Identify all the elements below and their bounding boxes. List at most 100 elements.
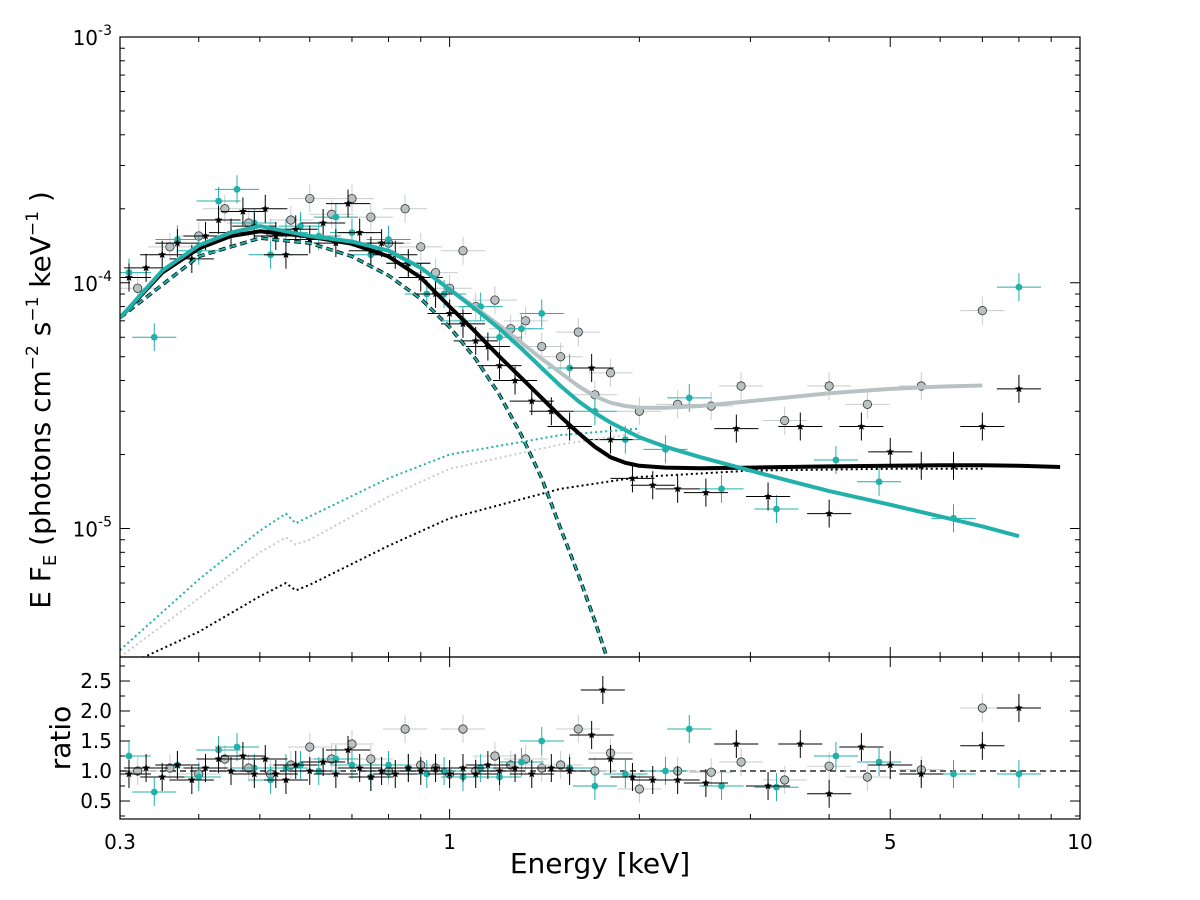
- ratio-point-black-23: [398, 757, 443, 785]
- ratio-panel-frame: [119, 656, 1081, 820]
- ratio-point-teal-12-dot: [348, 761, 356, 769]
- ratio-point-black-21: [373, 760, 418, 788]
- ratio-point-teal-5-dot: [233, 743, 241, 751]
- ratio-point-teal-14-dot: [385, 761, 392, 769]
- x-axis-label: Energy [keV]: [510, 847, 690, 880]
- component-dashed-black: [120, 236, 609, 657]
- ratio-point-black-8-dot: [238, 751, 247, 760]
- point-black-18-dot: [355, 228, 364, 236]
- ratio-point-black-0: [120, 760, 152, 788]
- ylabel-exp3: −1: [23, 211, 43, 236]
- point-black-12: [263, 240, 309, 269]
- ratio-point-black-7-dot: [227, 766, 235, 775]
- point-black-32-dot: [547, 407, 556, 415]
- ratio-point-black-31-dot: [527, 769, 536, 778]
- point-grey-13-dot: [416, 242, 426, 252]
- point-teal-29: [754, 495, 799, 524]
- ratio-point-black-18-dot: [355, 763, 364, 772]
- point-grey-3: [202, 194, 247, 223]
- ylabel-exp2: −1: [23, 297, 43, 322]
- ratio-point-black-46: [868, 751, 913, 779]
- point-teal-5: [214, 175, 260, 204]
- ratio-point-black-32: [529, 754, 574, 782]
- ratio-point-grey-16: [440, 715, 486, 743]
- ratio-point-grey-18-dot: [490, 751, 500, 761]
- point-teal-30-dot: [832, 456, 840, 464]
- ratio-point-grey-7-dot: [305, 742, 315, 752]
- point-grey-1-dot: [165, 242, 175, 252]
- point-black-8-dot: [238, 207, 247, 215]
- point-black-41-dot: [764, 492, 772, 500]
- top-panel-frame: [119, 36, 1081, 658]
- y-tick-label-base-2: 10: [73, 26, 98, 50]
- point-grey-10-dot: [366, 212, 376, 222]
- ratio-point-black-15-dot: [319, 757, 328, 766]
- point-black-45-dot: [886, 447, 895, 456]
- point-black-45: [868, 437, 913, 466]
- component-dashed-teal: [120, 237, 608, 657]
- point-grey-7-dot: [305, 194, 315, 204]
- ratio-point-grey-12-dot: [400, 724, 410, 734]
- ratio-point-teal-25: [603, 760, 648, 788]
- point-black-49: [996, 374, 1041, 403]
- point-black-43-dot: [825, 509, 834, 517]
- ratio-point-grey-22: [538, 751, 583, 779]
- ratio-y-tick-label-4: 2.5: [80, 669, 112, 693]
- point-black-39: [683, 478, 728, 507]
- point-teal-14-dot: [385, 236, 392, 243]
- point-teal-1: [132, 323, 177, 352]
- point-black-49-dot: [1014, 384, 1023, 393]
- point-black-32: [529, 397, 574, 426]
- ratio-point-teal-29-dot: [773, 783, 780, 791]
- ratio-point-grey-23: [556, 715, 601, 743]
- point-teal-11: [313, 203, 358, 232]
- point-grey-21-dot: [537, 341, 547, 352]
- ratio-point-teal-1: [132, 778, 177, 806]
- point-black-1-dot: [142, 263, 151, 272]
- point-grey-22-dot: [556, 352, 566, 362]
- ratio-point-teal-24: [572, 772, 617, 800]
- point-black-1: [124, 253, 169, 282]
- ratio-point-black-47: [899, 760, 944, 788]
- point-teal-28-dot: [718, 485, 725, 493]
- ylabel-s: s: [24, 322, 57, 346]
- ratio-point-teal-26-dot: [662, 767, 669, 775]
- ratio-point-black-26-dot: [459, 763, 467, 772]
- ylabel-close: ): [24, 191, 57, 202]
- component-dotted-grey: [120, 431, 640, 657]
- ratio-point-grey-12: [383, 715, 428, 743]
- component-dotted-teal: [120, 427, 640, 651]
- ratio-point-black-6-dot: [214, 754, 223, 763]
- point-teal-5-dot: [233, 185, 241, 193]
- point-black-10: [243, 194, 288, 223]
- ratio-point-black-6: [196, 745, 241, 773]
- ratio-panel-data: [120, 676, 1080, 808]
- point-teal-11-dot: [332, 213, 340, 221]
- point-black-34: [569, 353, 614, 382]
- ylabel-sub: E: [40, 555, 61, 566]
- ratio-point-black-32-dot: [547, 763, 556, 772]
- point-grey-7: [287, 184, 332, 213]
- ratio-point-black-43-dot: [796, 739, 805, 748]
- ratio-point-black-35: [580, 676, 625, 704]
- ratio-point-black-38-dot: [648, 775, 657, 784]
- point-black-27-dot: [471, 336, 480, 345]
- point-grey-13: [398, 232, 443, 261]
- ratio-point-teal-28: [699, 772, 744, 800]
- point-black-40: [714, 414, 759, 443]
- ratio-point-teal-11-dot: [332, 755, 340, 763]
- ratio-point-black-20: [359, 757, 404, 785]
- ratio-point-black-45: [839, 733, 884, 761]
- ratio-point-black-12: [263, 766, 309, 794]
- ratio-y-tick-label-0: 0.5: [80, 789, 112, 813]
- ratio-point-black-49: [996, 694, 1041, 722]
- ratio-point-black-39-dot: [673, 775, 682, 784]
- point-black-38: [655, 474, 700, 503]
- model-line-teal: [120, 224, 1020, 539]
- y-tick-label-exp-1: -4: [98, 269, 112, 285]
- y-tick-label-exp-0: -5: [98, 515, 112, 531]
- ratio-point-black-26: [440, 754, 486, 782]
- ratio-point-teal-25-dot: [621, 770, 629, 778]
- ratio-point-black-2: [140, 763, 185, 791]
